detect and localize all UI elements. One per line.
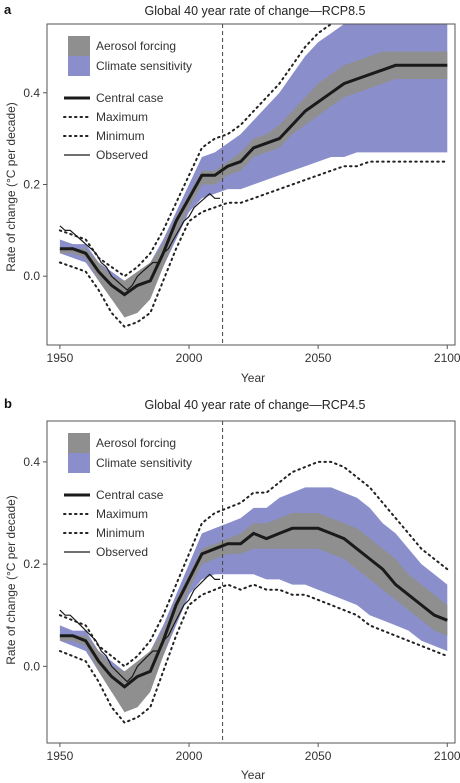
plot-frame xyxy=(46,420,456,744)
legend-swatch-climate xyxy=(68,453,90,473)
minimum-line xyxy=(58,160,449,328)
x-axis-label: Year xyxy=(241,768,265,782)
x-tick-label: 1950 xyxy=(47,351,74,365)
central-case-line xyxy=(59,526,448,689)
chart-title: Global 40 year rate of change—RCP8.5 xyxy=(145,4,366,18)
chart-title: Global 40 year rate of change—RCP4.5 xyxy=(145,398,366,412)
observed-line xyxy=(59,573,220,683)
aerosol-forcing-band xyxy=(59,513,448,713)
legend-label-central: Central case xyxy=(96,488,164,502)
y-tick-label: 0.2 xyxy=(23,178,40,192)
legend-label-maximum: Maximum xyxy=(96,507,148,521)
panel-letter: a xyxy=(4,2,12,17)
chart-panel-b: b Global 40 year rate of change—RCP4.5 1… xyxy=(4,396,460,782)
y-axis-label: Rate of change (°C per decade) xyxy=(4,495,18,665)
legend-label-aerosol: Aerosol forcing xyxy=(96,436,176,450)
legend-label-minimum: Minimum xyxy=(96,526,145,540)
legend-label-climate: Climate sensitivity xyxy=(96,59,192,73)
x-tick-label: 2050 xyxy=(305,749,332,763)
legend-label-observed: Observed xyxy=(96,545,148,559)
chart-panel-a: a Global 40 year rate of change—RCP8.5 1… xyxy=(4,2,460,385)
legend-swatch-aerosol xyxy=(68,433,90,453)
y-tick-label: 0.0 xyxy=(23,269,40,283)
y-tick-label: 0.4 xyxy=(23,455,40,469)
legend-label-observed: Observed xyxy=(96,148,148,162)
minimum-line xyxy=(58,583,449,724)
panel-letter: b xyxy=(4,396,12,411)
plot-area: 1950 2000 2050 2100 0.0 0.2 0.4 Aerosol forcing… xyxy=(23,23,460,365)
legend-swatch-climate xyxy=(68,56,90,76)
x-tick-label: 2000 xyxy=(176,749,203,763)
legend-label-central: Central case xyxy=(96,91,164,105)
plot-area: 1950 2000 2050 2100 0.0 0.2 0.4 Aerosol forcing… xyxy=(23,420,460,763)
x-axis-label: Year xyxy=(241,371,265,385)
x-tick-label: 2100 xyxy=(434,351,460,365)
legend-label-aerosol: Aerosol forcing xyxy=(96,39,176,53)
x-tick-label: 2050 xyxy=(305,351,332,365)
y-tick-label: 0.2 xyxy=(23,557,40,571)
x-tick-label: 2000 xyxy=(176,351,203,365)
maximum-line xyxy=(58,24,333,278)
y-axis-label: Rate of change (°C per decade) xyxy=(4,102,18,272)
legend-label-maximum: Maximum xyxy=(96,110,148,124)
legend-label-minimum: Minimum xyxy=(96,129,145,143)
maximum-line xyxy=(58,460,449,668)
y-tick-label: 0.4 xyxy=(23,86,40,100)
legend-swatch-aerosol xyxy=(68,36,90,56)
central-case-line xyxy=(59,63,448,297)
x-tick-label: 1950 xyxy=(47,749,74,763)
y-tick-label: 0.0 xyxy=(23,659,40,673)
x-tick-label: 2100 xyxy=(434,749,460,763)
legend-label-climate: Climate sensitivity xyxy=(96,456,192,470)
aerosol-forcing-band xyxy=(59,51,448,318)
observed-line xyxy=(59,192,220,291)
